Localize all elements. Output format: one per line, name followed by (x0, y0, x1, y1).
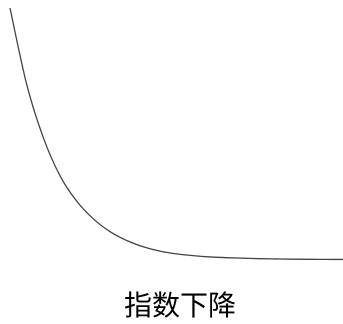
decay-curve (9, 7, 343, 261)
chart-caption: 指数下降 (124, 289, 236, 322)
